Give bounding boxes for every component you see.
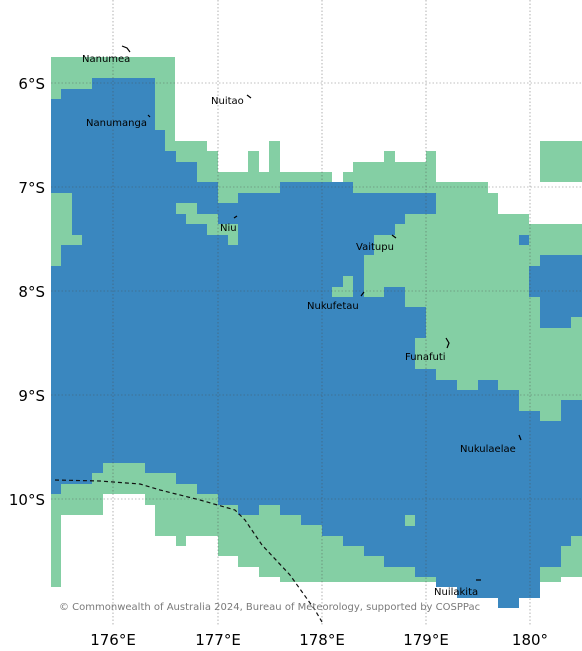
ytick-9s: 9°S: [18, 387, 45, 405]
label-nanumanga: Nanumanga: [86, 118, 147, 129]
island-shapes: [121, 45, 522, 581]
funafuti-island: [445, 337, 450, 349]
xtick-178e: 178°E: [299, 631, 345, 649]
shallow-patches: [51, 193, 582, 587]
copyright-credit: © Commonwealth of Australia 2024, Bureau…: [59, 602, 480, 613]
blue-hole-east: [519, 235, 529, 245]
left-white: [0, 0, 51, 598]
latitude-labels: 6°S 7°S 8°S 9°S 10°S: [9, 75, 45, 509]
west-strip-7s: [51, 193, 82, 266]
label-nuilakita: Nuilakita: [434, 587, 478, 598]
label-vaitupu: Vaitupu: [356, 242, 394, 253]
xtick-177e: 177°E: [195, 631, 241, 649]
east-shallow-patch: [540, 141, 582, 183]
label-funafuti: Funafuti: [405, 352, 446, 363]
deep-east-lobe: [529, 255, 582, 328]
label-nuitao: Nuitao: [211, 96, 244, 107]
xtick-179e: 179°E: [403, 631, 449, 649]
nukufetau-shallow: [332, 276, 353, 297]
nanumanga-island: [147, 114, 151, 118]
south-no-data: [0, 494, 582, 651]
label-niu: Niu: [220, 223, 237, 234]
nukufetau-island: [360, 291, 365, 297]
ytick-10s: 10°S: [9, 491, 45, 509]
shallow-dot-3: [51, 577, 61, 587]
nanumea-island: [121, 45, 131, 53]
ytick-8s: 8°S: [18, 283, 45, 301]
label-nukulaelae: Nukulaelae: [460, 444, 516, 455]
top-white: [0, 0, 582, 57]
label-nukufetau: Nukufetau: [307, 301, 359, 312]
eez-boundary: [54, 479, 323, 623]
island-labels: Nanumea Nuitao Nanumanga Niu Vaitupu Nuk…: [82, 54, 516, 598]
far-right-white: [488, 182, 582, 224]
shallow-dot-2: [405, 515, 415, 526]
xtick-176e: 176°E: [90, 631, 136, 649]
niu-island: [233, 215, 238, 219]
ytick-7s: 7°S: [18, 179, 45, 197]
longitude-labels: 176°E 177°E 178°E 179°E 180°: [90, 631, 548, 649]
nukulaelae-island: [518, 434, 522, 441]
niu-shallow: [176, 203, 238, 245]
graticule: [51, 0, 582, 625]
nuitao-island: [246, 94, 252, 99]
upper-right-white: [186, 57, 582, 172]
label-nanumea: Nanumea: [82, 54, 130, 65]
funafuti-shallow: [364, 214, 582, 421]
ytick-6s: 6°S: [18, 75, 45, 93]
xtick-180: 180°: [512, 631, 548, 649]
vaitupu-island: [391, 234, 397, 239]
west-strip-10s: [51, 505, 72, 587]
